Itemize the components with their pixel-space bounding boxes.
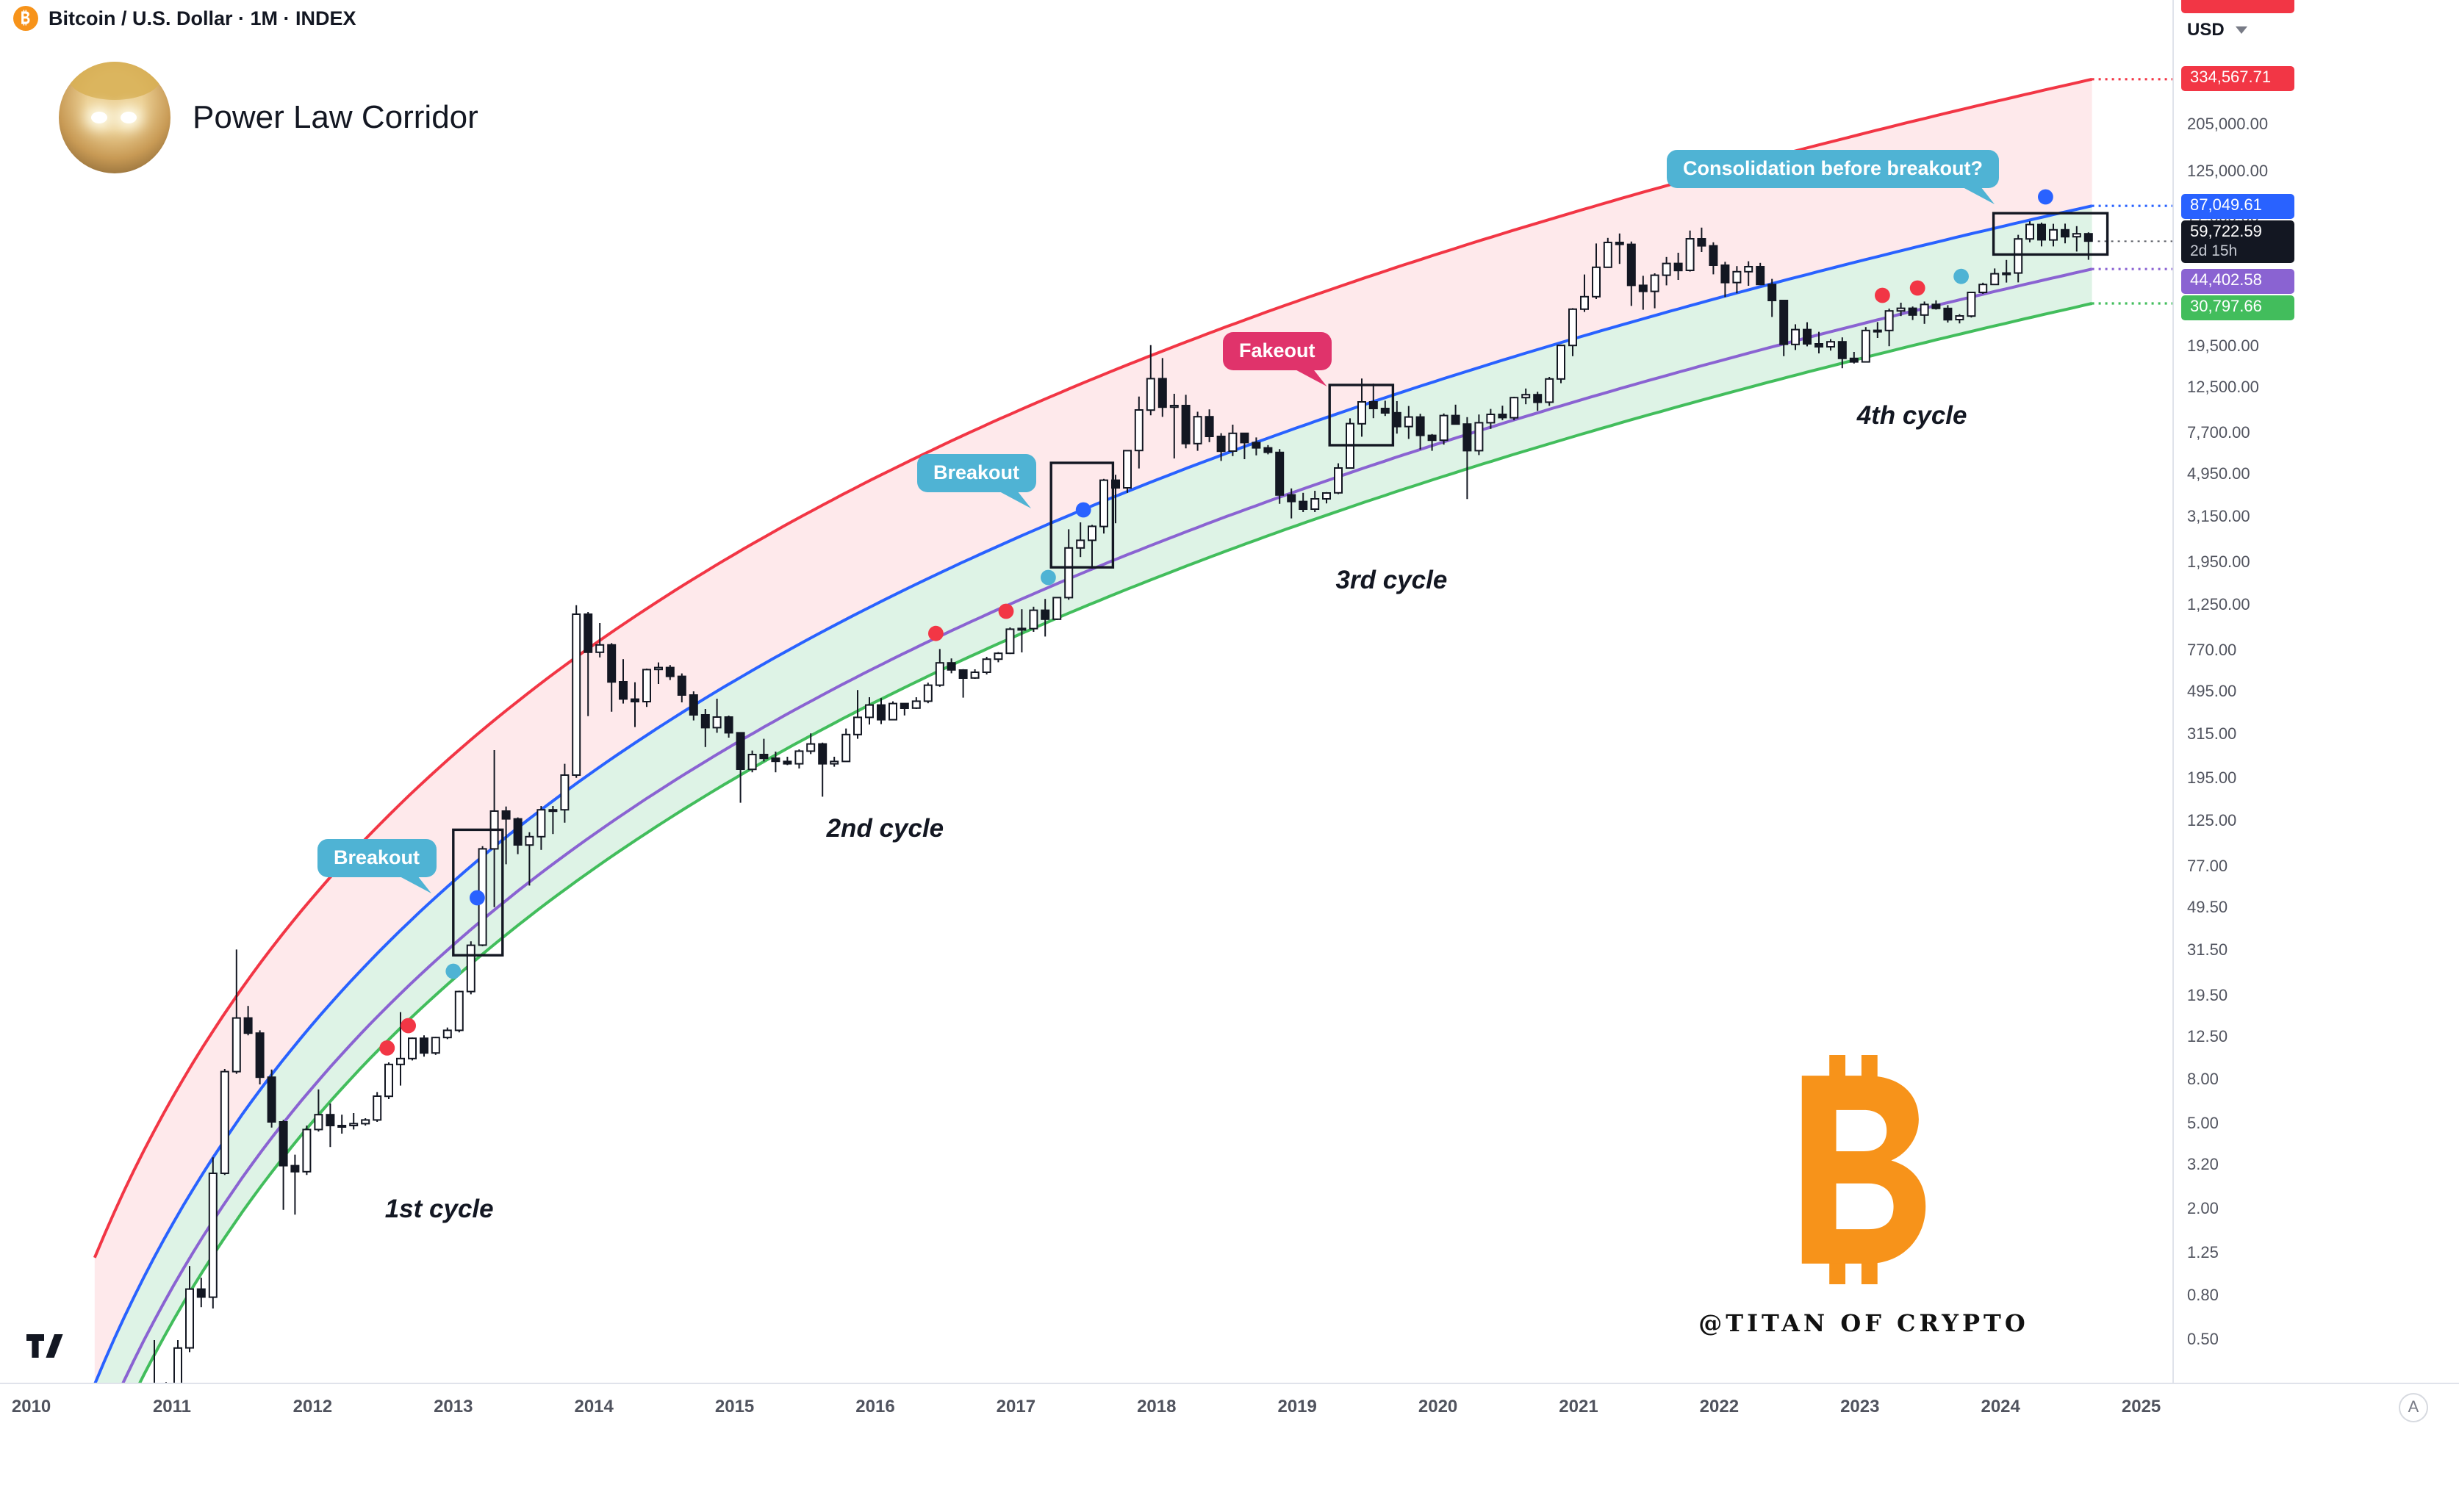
year-label: 2011: [152, 1396, 192, 1416]
bitcoin-icon: [13, 6, 38, 31]
last-price-value: 59,722.59: [2190, 223, 2262, 241]
corridor-mid-badge: 87,049.61: [2181, 193, 2294, 219]
auto-scale-button[interactable]: A: [2399, 1393, 2428, 1422]
callout-breakout[interactable]: Breakout: [917, 454, 1036, 492]
price-tick: 31.50: [2187, 941, 2228, 960]
price-tick: 3.20: [2187, 1156, 2219, 1175]
price-tick: 770.00: [2187, 641, 2237, 660]
price-tick: 195.00: [2187, 770, 2237, 788]
price-tick: 315.00: [2187, 725, 2237, 744]
price-tick: 205,000.00: [2187, 116, 2269, 134]
price-tick: 5.00: [2187, 1115, 2219, 1133]
chevron-down-icon: [2236, 26, 2248, 33]
year-label: 2016: [855, 1396, 895, 1416]
price-tick: 0.50: [2187, 1331, 2219, 1350]
year-label: 2017: [996, 1396, 1036, 1416]
callout-breakout[interactable]: Breakout: [317, 839, 437, 877]
currency-selector[interactable]: USD: [2187, 19, 2248, 40]
cycle-label[interactable]: 3rd cycle: [1335, 564, 1448, 594]
year-label: 2020: [1418, 1396, 1458, 1416]
year-label: 2010: [11, 1396, 51, 1416]
price-tick: 49.50: [2187, 899, 2228, 918]
year-label: 2022: [1699, 1396, 1740, 1416]
callout-fakeout[interactable]: Fakeout: [1223, 332, 1332, 370]
time-axis[interactable]: 2025 2024 2023 2022 2021 2020 2019 2018 2017 2016…: [0, 1383, 2459, 1512]
cycle-label[interactable]: 1st cycle: [384, 1194, 494, 1224]
price-axis[interactable]: USD 205,000.00125,000.0077,000.0019,500.…: [2172, 0, 2459, 1383]
corridor-top-badge: 334,567.71: [2181, 66, 2294, 92]
price-tick: 3,150.00: [2187, 508, 2250, 527]
price-tick: 19.50: [2187, 987, 2228, 1005]
avatar-glowing-eye: [91, 112, 107, 123]
year-label: 2012: [292, 1396, 333, 1416]
annotations-layer: Breakout Breakout Fakeout Consolidation bef…: [0, 0, 2172, 1383]
watermark-handle: @TITAN OF CRYPTO: [1698, 1309, 2029, 1337]
price-tick: 4,950.00: [2187, 466, 2250, 484]
corridor-support-badge: 44,402.58: [2181, 268, 2294, 294]
callout-consolidation-before-breakout[interactable]: Consolidation before breakout?: [1667, 150, 2000, 188]
year-label: 2014: [574, 1396, 614, 1416]
cycle-label[interactable]: 4th cycle: [1856, 400, 1967, 430]
year-label: 2019: [1277, 1396, 1317, 1416]
symbol-title[interactable]: Bitcoin / U.S. Dollar · 1M · INDEX: [49, 7, 356, 29]
avatar: [59, 62, 170, 173]
year-label: 2015: [714, 1396, 755, 1416]
indicator-title: Power Law Corridor: [193, 98, 478, 135]
cycle-label[interactable]: 2nd cycle: [826, 813, 944, 843]
bitcoin-logo-watermark: [1801, 1055, 1926, 1284]
price-tick: 77.00: [2187, 857, 2228, 876]
year-label: 2018: [1137, 1396, 1177, 1416]
year-label: 2025: [2121, 1396, 2161, 1416]
price-tick: 0.80: [2187, 1286, 2219, 1305]
bar-countdown: 2d 15h: [2190, 242, 2238, 260]
candles: [154, 221, 2093, 1383]
price-tick: 125.00: [2187, 812, 2237, 830]
avatar-glowing-eye: [121, 112, 137, 123]
price-tick: 125,000.00: [2187, 162, 2269, 181]
last-price-badge: 59,722.59 2d 15h: [2181, 220, 2294, 263]
year-label: 2013: [434, 1396, 473, 1416]
year-label: 2023: [1840, 1396, 1880, 1416]
price-tick: 12.50: [2187, 1029, 2228, 1047]
symbol-header: Bitcoin / U.S. Dollar · 1M · INDEX: [13, 6, 356, 31]
price-tick: 7,700.00: [2187, 425, 2250, 443]
price-tick: 8.00: [2187, 1070, 2219, 1089]
price-tick: 1,950.00: [2187, 554, 2250, 572]
currency-label: USD: [2187, 19, 2225, 40]
year-label: 2021: [1559, 1396, 1598, 1416]
overlay-header: Power Law Corridor: [59, 62, 478, 173]
price-tick: 19,500.00: [2187, 337, 2259, 356]
price-tick: 12,500.00: [2187, 379, 2259, 397]
watermark: @TITAN OF CRYPTO: [1687, 1055, 2040, 1337]
price-tick: 1,250.00: [2187, 596, 2250, 614]
clipped-price-badge: [2181, 0, 2294, 13]
price-chart: [93, 77, 2172, 1383]
corridor-floor-badge: 30,797.66: [2181, 295, 2294, 321]
price-tick: 2.00: [2187, 1200, 2219, 1219]
signal-dots[interactable]: [379, 189, 2053, 1056]
price-tick: 495.00: [2187, 683, 2237, 701]
annotation-boxes[interactable]: [452, 212, 2109, 957]
tradingview-logo[interactable]: [26, 1334, 63, 1365]
year-label: 2024: [1981, 1396, 2020, 1416]
price-tick: 1.25: [2187, 1245, 2219, 1263]
